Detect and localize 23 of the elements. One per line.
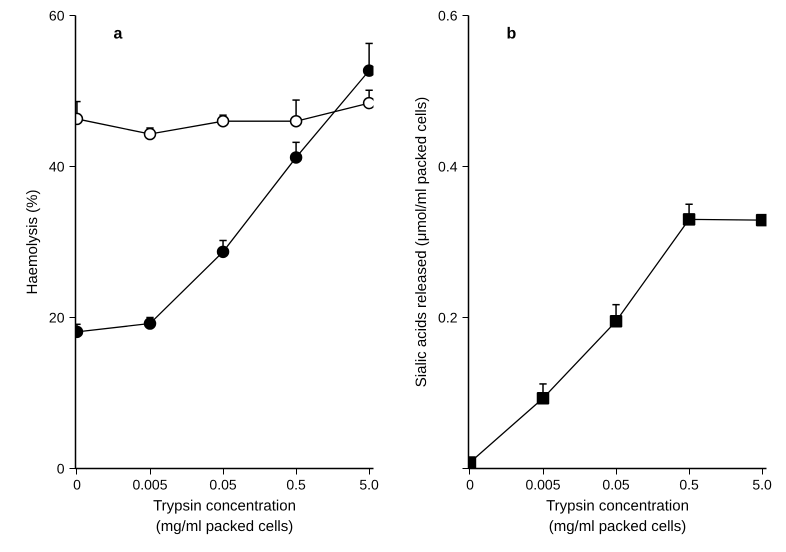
y-tick-label: 0 bbox=[56, 460, 65, 476]
x-tick-label: 5.0 bbox=[752, 476, 772, 492]
x-tick-label: 0.5 bbox=[679, 476, 700, 492]
x-tick-label: 5.0 bbox=[359, 476, 380, 492]
y-tick-label: 0.6 bbox=[438, 8, 458, 24]
y-tick-label: 0.2 bbox=[438, 310, 458, 326]
annotation: a bbox=[113, 26, 122, 43]
annotation: b bbox=[506, 26, 516, 43]
x-tick-label: 0.005 bbox=[132, 476, 168, 492]
x-tick-label: 0.5 bbox=[286, 476, 306, 492]
x-axis-title: Trypsin concentration (mg/ml packed cells) bbox=[546, 498, 689, 535]
y-axis-title: Sialic acids released (μmol/ml packed cells) bbox=[413, 96, 430, 388]
y-tick-label: 60 bbox=[48, 8, 65, 24]
x-tick-label: 0 bbox=[73, 476, 82, 492]
x-tick-label: 0.05 bbox=[602, 476, 630, 492]
x-tick-label: 0.005 bbox=[525, 476, 561, 492]
y-axis-title: Haemolysis (%) bbox=[24, 189, 41, 295]
x-axis-title: Trypsin concentration (mg/ml packed cells) bbox=[153, 498, 296, 535]
y-tick-label: 20 bbox=[48, 310, 65, 326]
y-tick-label: 0.4 bbox=[438, 158, 458, 174]
x-tick-label: 0 bbox=[466, 476, 474, 492]
x-tick-label: 0.05 bbox=[209, 476, 237, 492]
y-tick-label: 40 bbox=[48, 158, 65, 174]
